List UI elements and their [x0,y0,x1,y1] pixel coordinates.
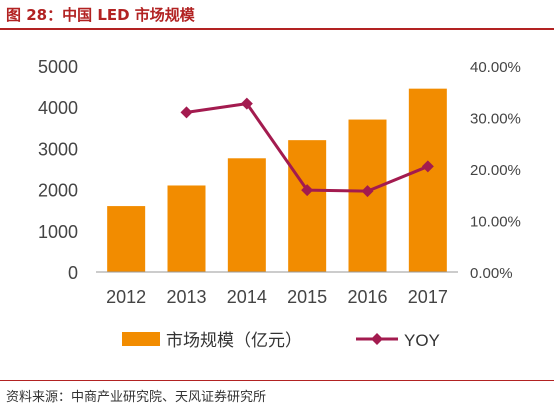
figure-title: 图 28：中国 LED 市场规模 [6,6,195,24]
y-right-tick-label: 20.00% [470,162,521,179]
x-tick-label: 2013 [166,287,206,307]
bar [288,140,327,272]
y-right-tick-label: 10.00% [470,214,521,231]
x-tick-label: 2017 [408,287,448,307]
yoy-marker [421,160,434,173]
yoy-marker [361,185,374,198]
footer-divider [0,380,554,381]
header-divider [0,28,554,30]
yoy-marker [240,97,253,110]
yoy-marker [180,106,193,119]
y-left-tick-label: 1000 [38,222,78,242]
legend-line-marker [371,333,383,345]
bar [408,88,447,272]
bar [167,185,206,272]
source-note: 资料来源：中商产业研究院、天风证券研究所 [6,390,267,405]
figure-header: 图 28：中国 LED 市场规模 [0,0,554,30]
y-left-tick-label: 0 [68,263,78,283]
bar [107,206,146,272]
x-tick-label: 2014 [227,287,267,307]
y-right-tick-label: 30.00% [470,111,521,128]
x-tick-label: 2016 [347,287,387,307]
y-left-tick-label: 4000 [38,98,78,118]
legend-bar-swatch [122,332,160,346]
yoy-marker [301,184,314,197]
market-size-chart: 0 1000 2000 3000 4000 5000 0.00% 10.00% 20.00% 30… [38,57,521,350]
x-tick-label: 2015 [287,287,327,307]
y-left-tick-label: 5000 [38,57,78,77]
y-right-tick-label: 40.00% [470,59,521,76]
legend-line-label: YOY [404,331,440,350]
bar [227,158,266,272]
y-right-tick-label: 0.00% [470,265,513,282]
y-left-tick-label: 3000 [38,139,78,159]
legend-bar-label: 市场规模（亿元） [166,331,302,350]
y-left-tick-label: 2000 [38,181,78,201]
x-tick-label: 2012 [106,287,146,307]
